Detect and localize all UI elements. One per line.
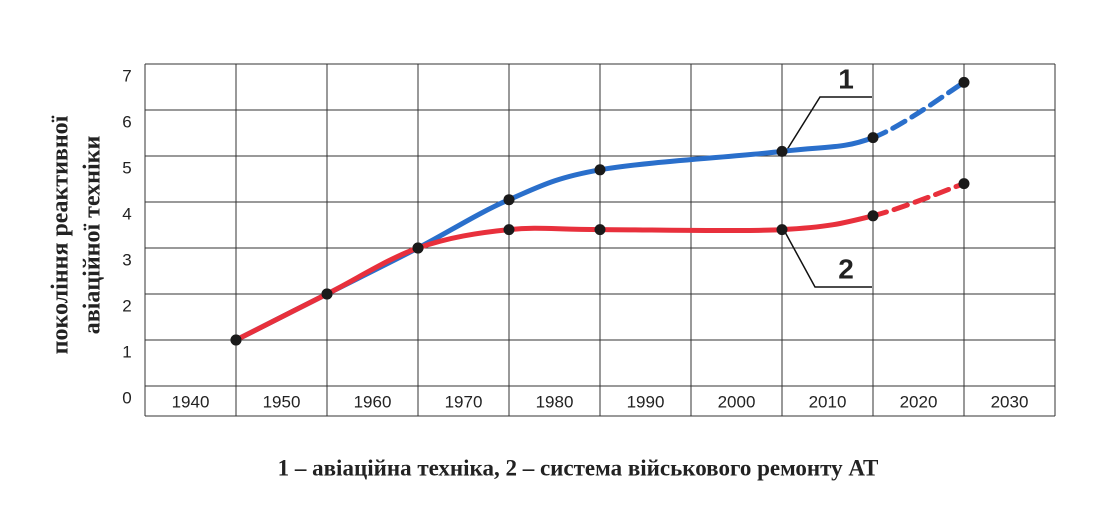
legend-label: 1 [838,63,854,94]
y-tick-label: 1 [122,342,131,361]
point [776,224,788,236]
y-tick-label: 4 [122,204,131,223]
point [594,224,606,236]
caption: 1 – авіаційна техніка, 2 – система війсь… [278,455,879,480]
line-forecast [870,181,967,219]
y-tick-label: 7 [122,66,131,85]
y-label-line: авіаційної техніки [80,136,106,335]
point [867,210,879,222]
point [412,242,424,254]
point [776,145,788,157]
y-tick-label: 5 [122,158,131,177]
callout-box [826,255,866,285]
y-tick-label: 3 [122,250,131,269]
x-tick-label: 2030 [991,392,1029,411]
x-tick-label: 1970 [445,392,483,411]
point [594,164,606,176]
x-tick-label: 1990 [627,392,665,411]
point [867,132,879,144]
x-tick-label: 2000 [718,392,756,411]
point [503,224,515,236]
point [230,334,242,346]
line [233,135,876,343]
y-tick-label: 6 [122,112,131,131]
callout-leader [784,96,872,154]
callout-leader [784,231,872,288]
x-tick-label: 1960 [354,392,392,411]
point [321,288,333,300]
point [958,178,970,190]
point [958,76,970,88]
line [233,213,876,343]
line-forecast [870,79,967,141]
callout-box [826,65,866,95]
y-tick-label: 0 [122,388,131,407]
callouts [784,65,872,288]
y-axis-label: покоління реактивної авіаційної техніки [48,115,106,354]
x-tick-label: 1950 [263,392,301,411]
x-tick-label: 1940 [172,392,210,411]
x-tick-label: 1980 [536,392,574,411]
point [503,194,515,206]
x-tick-label: 2010 [809,392,847,411]
y-tick-label: 2 [122,296,131,315]
legend-label: 2 [838,253,854,284]
grid [144,63,1056,417]
x-tick-label: 2020 [900,392,938,411]
y-label-line: покоління реактивної [48,115,74,354]
